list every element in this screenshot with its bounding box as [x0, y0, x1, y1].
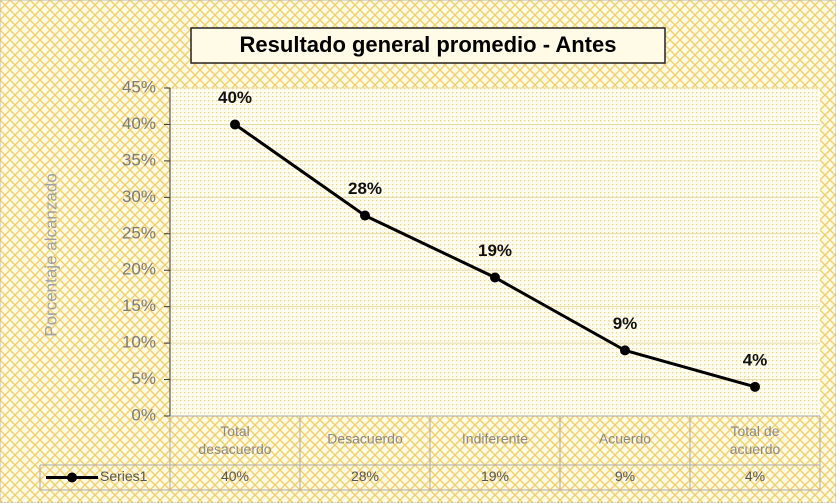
data-label: 19% — [478, 241, 512, 260]
y-tick-label: 10% — [122, 333, 156, 352]
y-tick-label: 40% — [122, 114, 156, 133]
y-tick-label: 20% — [122, 260, 156, 279]
y-tick-label: 45% — [122, 77, 156, 96]
table-cell: 9% — [615, 468, 635, 484]
title-box — [190, 27, 666, 64]
table-cell: 28% — [351, 468, 379, 484]
y-tick-label: 35% — [122, 150, 156, 169]
y-axis-label: Porcentaje alcanzado — [41, 173, 60, 337]
legend-key — [67, 472, 77, 483]
x-tick-label: Total desacuerdo — [198, 423, 271, 457]
table-cell: 40% — [221, 468, 249, 484]
table-cell: 4% — [745, 468, 765, 484]
y-tick-label: 15% — [122, 296, 156, 315]
marker — [620, 345, 630, 356]
x-tick-label: Indiferente — [462, 431, 528, 447]
x-tick-label: Acuerdo — [599, 431, 651, 447]
y-tick-label: 0% — [131, 405, 156, 424]
x-tick-label: Desacuerdo — [327, 431, 403, 447]
chart-title: Resultado general promedio - Antes — [240, 32, 617, 57]
data-label: 4% — [743, 350, 768, 369]
data-label: 28% — [348, 179, 382, 198]
x-tick-label: Total de acuerdo — [730, 423, 781, 457]
y-tick-label: 30% — [122, 187, 156, 206]
marker — [360, 210, 370, 221]
marker — [490, 272, 500, 283]
y-tick-label: 5% — [131, 369, 156, 388]
table-cell: 19% — [481, 468, 509, 484]
marker — [230, 119, 240, 130]
marker — [750, 381, 760, 392]
plot-area — [170, 88, 820, 416]
data-label: 9% — [613, 314, 638, 333]
data-label: 40% — [218, 88, 252, 107]
legend-label: Series1 — [100, 468, 148, 484]
y-tick-label: 25% — [122, 223, 156, 242]
